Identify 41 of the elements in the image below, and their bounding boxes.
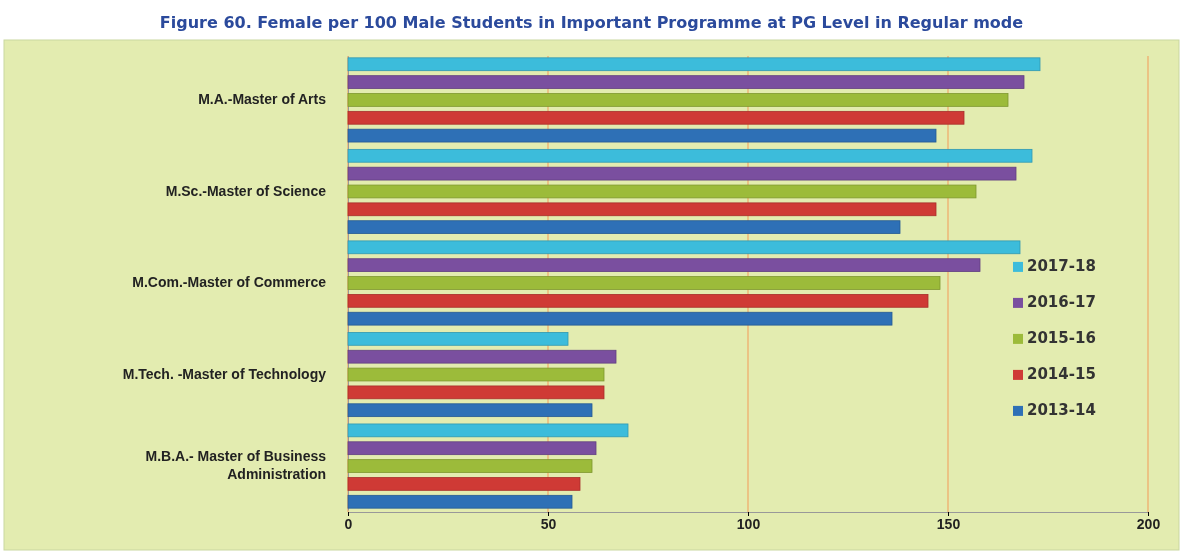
bar (347, 349, 617, 364)
y-tick-label: M.A.-Master of Arts (198, 91, 327, 108)
bar (347, 332, 569, 346)
x-tick-label: 0 (344, 515, 353, 532)
x-tick-label: 50 (540, 515, 557, 532)
chart-title: Figure 60. Female per 100 Male Students in Important Programme at PG Level in Regular mode (159, 13, 1024, 32)
bar (347, 367, 605, 382)
y-tick-label: M.Tech. -Master of Technology (122, 366, 327, 383)
bar (347, 240, 1021, 255)
bar (347, 75, 1025, 89)
bar (347, 128, 937, 143)
bar (347, 459, 593, 473)
bar (347, 423, 629, 438)
bar (347, 148, 1033, 163)
y-tick-label: M.Sc.-Master of Science (165, 182, 327, 199)
bar (347, 441, 597, 456)
bar (347, 184, 977, 199)
legend-label: 2014-15 (1027, 364, 1096, 383)
bar (347, 110, 965, 125)
bar (347, 166, 1017, 181)
bar (347, 494, 573, 509)
bar (347, 276, 941, 290)
bar (347, 93, 1009, 107)
x-tick-label: 100 (736, 515, 761, 532)
legend-label: 2015-16 (1027, 328, 1096, 347)
legend-label: 2016-17 (1027, 292, 1096, 311)
bar (347, 220, 901, 234)
bar (347, 294, 929, 308)
bar (347, 57, 1041, 72)
bar (347, 403, 593, 418)
legend-label: 2013-14 (1027, 400, 1096, 419)
bar (347, 477, 581, 491)
bar (347, 202, 937, 217)
bar (347, 258, 981, 272)
y-tick-label: M.Com.-Master of Commerce (132, 274, 327, 291)
x-tick-label: 200 (1136, 515, 1161, 532)
legend-label: 2017-18 (1027, 256, 1096, 275)
y-tick-label: M.B.A.- Master of Business Administration (145, 448, 327, 482)
x-tick-label: 150 (936, 515, 961, 532)
bar (347, 311, 893, 326)
bar (347, 385, 605, 400)
